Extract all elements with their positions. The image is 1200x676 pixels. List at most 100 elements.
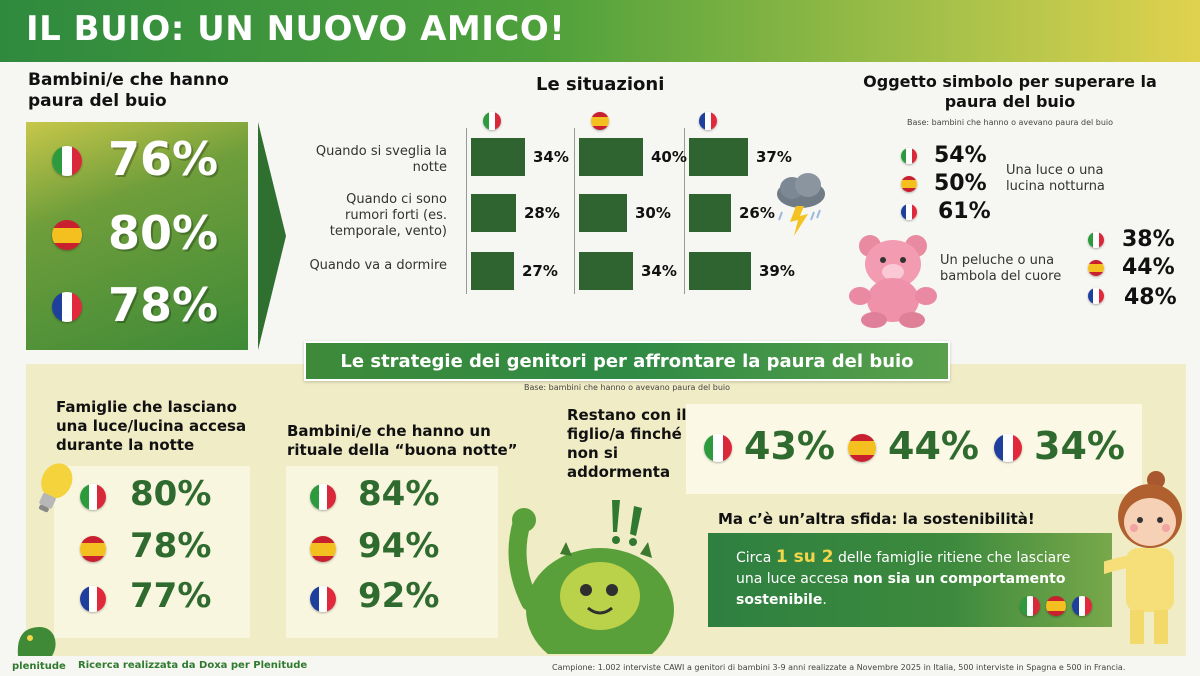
italy-flag-icon [1020, 596, 1040, 616]
situation-bar-label: 34% [641, 262, 677, 280]
strategies-banner: Le strategie dei genitori per affrontare… [304, 341, 950, 381]
light-label: Una luce o una lucina notturna [1006, 163, 1105, 194]
sustainability-box: Circa 1 su 2 delle famiglie ritiene che … [708, 533, 1112, 627]
sustainability-text-2: delle famiglie ritiene che lasciare una … [736, 550, 1071, 587]
sustainability-title: Ma c’è un’altra sfida: la sostenibilità! [718, 510, 1035, 528]
situation-bar [579, 194, 627, 232]
italy-flag-icon [80, 484, 106, 510]
light-on-value-fr: 77% [130, 576, 212, 616]
footer-credit: Ricerca realizzata da Doxa per Plenitude [78, 660, 308, 671]
situation-bar [579, 252, 633, 290]
sustainability-bold: non sia un comportamento sostenibile [736, 571, 1066, 608]
spain-flag-icon [1046, 596, 1066, 616]
column-divider [684, 128, 685, 294]
plush-value-fr: 48% [1124, 285, 1177, 310]
situation-bar-label: 28% [524, 204, 560, 222]
column-divider [574, 128, 575, 294]
situations-title: Le situazioni [536, 74, 665, 95]
fear-row-fr: 78% [52, 278, 252, 338]
strategies-base-note: Base: bambini che hanno o avevano paura … [523, 383, 731, 392]
arrow-right-icon [258, 122, 286, 350]
france-flag-icon [699, 112, 717, 130]
footer-sample-note: Campione: 1.002 interviste CAWI a genito… [552, 663, 1126, 672]
france-flag-icon [994, 434, 1022, 462]
situation-bar-label: 37% [756, 148, 792, 166]
fear-value-fr: 78% [108, 278, 219, 332]
situation-bar-label: 39% [759, 262, 795, 280]
sustainability-end: . [822, 592, 827, 608]
sustainability-highlight: 1 su 2 [775, 547, 834, 567]
stay-title: Restano con il figlio/a finché non si ad… [567, 406, 687, 481]
situation-bar [471, 194, 516, 232]
fear-row-es: 80% [52, 206, 252, 266]
fear-value-es: 80% [108, 206, 219, 260]
fear-row-it: 76% [52, 132, 252, 192]
brand-name: plenitude [12, 661, 66, 672]
fear-value-it: 76% [108, 132, 219, 186]
france-flag-icon [1088, 288, 1104, 304]
france-flag-icon [1072, 596, 1092, 616]
situation-bar-label: 27% [522, 262, 558, 280]
ritual-value-es: 94% [358, 526, 440, 566]
spain-flag-icon [80, 536, 106, 562]
situation-bar-label: 30% [635, 204, 671, 222]
symbol-title: Oggetto simbolo per superare la paura de… [863, 72, 1157, 111]
france-flag-icon [52, 292, 82, 322]
france-flag-icon [901, 204, 917, 220]
light-on-value-es: 78% [130, 526, 212, 566]
fear-title: Bambini/e che hanno paura del buio [28, 70, 229, 111]
spain-flag-icon [1088, 260, 1104, 276]
page-title: IL BUIO: UN NUOVO AMICO! [26, 9, 566, 49]
header-bar [0, 0, 1200, 62]
situation-bar [689, 252, 751, 290]
spain-flag-icon [848, 434, 876, 462]
ritual-title: Bambini/e che hanno un rituale della “bu… [287, 422, 518, 459]
light-value-it: 54% [934, 143, 987, 168]
stay-value-it: 43% [744, 424, 835, 468]
light-on-value-it: 80% [130, 474, 212, 514]
situation-label-2: Quando ci sono rumori forti (es. tempora… [329, 192, 447, 239]
light-value-es: 50% [934, 171, 987, 196]
storm-cloud-icon [774, 172, 828, 238]
france-flag-icon [80, 586, 106, 612]
ritual-value-it: 84% [358, 474, 440, 514]
italy-flag-icon [704, 434, 732, 462]
light-on-title: Famiglie che lasciano una luce/lucina ac… [56, 398, 247, 454]
column-divider [466, 128, 467, 294]
situation-label-1: Quando si sveglia la notte [315, 144, 447, 175]
situation-bar [689, 194, 731, 232]
situation-bar-label: 40% [651, 148, 687, 166]
strategies-banner-text: Le strategie dei genitori per affrontare… [340, 351, 914, 372]
situation-bar [579, 138, 643, 176]
child-icon [1092, 470, 1190, 654]
spain-flag-icon [591, 112, 609, 130]
italy-flag-icon [52, 146, 82, 176]
situation-bar [471, 252, 514, 290]
spain-flag-icon [901, 176, 917, 192]
green-monster-icon [500, 492, 690, 672]
ritual-value-fr: 92% [358, 576, 440, 616]
spain-flag-icon [52, 220, 82, 250]
symbol-base-note: Base: bambini che hanno o avevano paura … [906, 118, 1114, 127]
stay-value-es: 44% [888, 424, 979, 468]
italy-flag-icon [310, 484, 336, 510]
plush-value-it: 38% [1122, 227, 1175, 252]
situation-bar-label: 34% [533, 148, 569, 166]
stay-panel [686, 404, 1142, 494]
sustainability-text-1: Circa [736, 550, 772, 566]
spain-flag-icon [310, 536, 336, 562]
italy-flag-icon [901, 148, 917, 164]
plush-value-es: 44% [1122, 255, 1175, 280]
italy-flag-icon [483, 112, 501, 130]
italy-flag-icon [1088, 232, 1104, 248]
situation-bar [471, 138, 525, 176]
light-value-fr: 61% [938, 199, 991, 224]
situation-bar-label: 26% [739, 204, 775, 222]
teddy-bear-icon [846, 232, 940, 328]
france-flag-icon [310, 586, 336, 612]
stay-value-fr: 34% [1034, 424, 1125, 468]
plush-label: Un peluche o una bambola del cuore [940, 253, 1062, 284]
light-bulb-icon [30, 460, 76, 518]
situation-label-3: Quando va a dormire [309, 258, 447, 273]
situation-bar [689, 138, 748, 176]
